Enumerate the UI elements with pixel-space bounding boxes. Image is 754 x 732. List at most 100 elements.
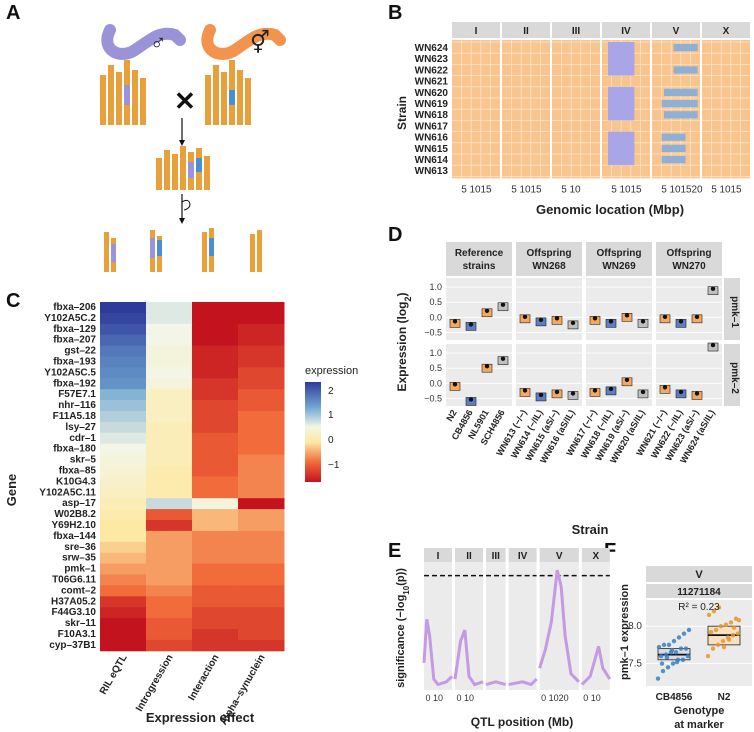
- facet-strip: [516, 242, 582, 276]
- sample-point: [718, 623, 724, 629]
- panel-f-xlabel1: Genotype: [674, 705, 725, 717]
- heatmap-cell: [100, 552, 147, 565]
- facet-strip: [446, 242, 512, 276]
- sample-point: [671, 638, 677, 644]
- sample-point: [715, 642, 721, 648]
- facet-label-line1: Reference: [455, 248, 504, 259]
- heatmap-cell: [100, 356, 147, 368]
- heatmap-cell: [192, 432, 239, 445]
- heatmap-cell: [146, 334, 193, 347]
- sample-point: [736, 617, 742, 623]
- heatmap-cell: [100, 520, 147, 532]
- chromosome-strip: [424, 548, 452, 562]
- heatmap-cell: [100, 476, 147, 488]
- strain-label: WN619: [415, 99, 449, 110]
- heatmap-cell: [192, 443, 239, 456]
- gene-label: lsy–27: [65, 422, 96, 433]
- gene-label: cyp–37B1: [49, 640, 96, 651]
- sample-point: [655, 676, 661, 681]
- y-tick-label: 1.0: [429, 282, 442, 292]
- heatmap-column-label: RIL eQTL: [98, 653, 130, 697]
- panel-label-d: D: [388, 224, 403, 246]
- data-point: [624, 377, 630, 383]
- sample-point: [706, 612, 712, 618]
- panel-e-xlabel: QTL position (Mb): [471, 715, 573, 729]
- strain-x-label: N2: [444, 408, 458, 423]
- male-worm-icon: [101, 24, 186, 60]
- heatmap-cell: [238, 541, 285, 554]
- heatmap-cell: [100, 629, 147, 641]
- heatmap-cell: [146, 454, 193, 466]
- sample-point: [721, 644, 727, 650]
- introgression-block: [673, 44, 698, 52]
- panel-label-a: A: [6, 2, 21, 24]
- heatmap-cell: [146, 563, 193, 575]
- chromosome-strip: [702, 22, 750, 38]
- gene-label: F11A5.18: [53, 411, 97, 422]
- panel-c-heatmap: Gene Expression effect fbxa–206Y102A5C.2…: [4, 302, 358, 727]
- heatmap-cell: [192, 345, 239, 357]
- heatmap-cell: [100, 530, 147, 543]
- heatmap-cell: [192, 530, 239, 543]
- introgression-block: [608, 53, 635, 76]
- heatmap-cell: [146, 607, 193, 619]
- lod-curve: [485, 680, 507, 686]
- strain-label: WN618: [415, 110, 449, 121]
- heatmap-cell: [146, 432, 193, 445]
- introgression-block: [661, 100, 698, 108]
- heatmap-cell: [192, 356, 239, 368]
- heatmap-cell: [146, 629, 193, 641]
- sample-point: [673, 650, 679, 655]
- heatmap-legend-bar: [305, 382, 321, 482]
- gene-label: skr–11: [65, 618, 97, 629]
- sample-point: [678, 646, 684, 651]
- heatmap-cell: [100, 618, 147, 630]
- heatmap-cell: [146, 639, 193, 652]
- heatmap-cell: [146, 618, 193, 630]
- gene-label: Y69H2.10: [52, 520, 97, 531]
- gene-label: fbxa–206: [53, 302, 96, 313]
- heatmap-cell: [192, 465, 239, 477]
- heatmap-cell: [238, 629, 285, 641]
- heatmap-cell: [192, 476, 239, 488]
- heatmap-cell: [238, 323, 285, 336]
- sample-point: [716, 605, 722, 610]
- facet-strip: [656, 242, 722, 276]
- chromosome-strip: [602, 22, 650, 38]
- facet-plot-area: [516, 278, 582, 340]
- chromosome-strip: [486, 548, 506, 562]
- panel-label-e: E: [388, 540, 402, 562]
- heatmap-cell: [192, 378, 239, 390]
- heatmap-cell: [146, 585, 193, 597]
- y-tick-label: 0.0: [429, 378, 442, 388]
- legend-tick-2: 2: [328, 386, 334, 397]
- y-tick-label: 0.0: [429, 312, 442, 322]
- heatmap-cell: [238, 498, 285, 510]
- data-point: [554, 316, 560, 321]
- heatmap-cell: [192, 421, 239, 434]
- sample-point: [720, 638, 726, 644]
- sample-point: [666, 642, 672, 648]
- heatmap-cell: [238, 520, 285, 532]
- introgression-block: [661, 133, 686, 141]
- chromosome-strip: [452, 22, 500, 38]
- self-cross-icon: [181, 199, 191, 211]
- lod-curve: [453, 629, 484, 687]
- heatmap-cell: [100, 509, 147, 521]
- lod-curve: [538, 569, 580, 683]
- data-point: [678, 389, 684, 395]
- heatmap-cell: [100, 541, 147, 554]
- heatmap-cell: [100, 323, 147, 336]
- heatmap-cell: [146, 596, 193, 608]
- x-tick-label: 5: [661, 184, 667, 195]
- y-tick-label: 1.0: [429, 348, 442, 358]
- heatmap-cell: [146, 476, 193, 488]
- heatmap-cell: [100, 465, 147, 477]
- strain-label: WN616: [415, 133, 449, 144]
- gene-label: gst–22: [64, 346, 96, 357]
- heatmap-cell: [146, 574, 193, 586]
- data-point: [570, 391, 576, 396]
- heatmap-cell: [238, 552, 285, 565]
- introgression-block: [608, 142, 635, 166]
- gene-label: fbxa–144: [53, 531, 96, 542]
